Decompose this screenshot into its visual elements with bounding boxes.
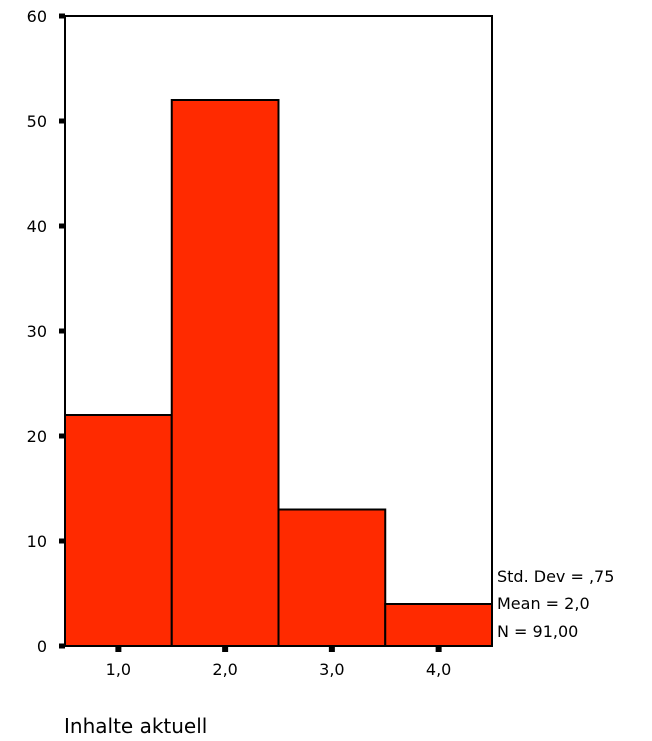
x-tick-label: 3,0 <box>319 660 344 679</box>
y-tick-label: 0 <box>37 637 47 656</box>
x-tick-mark <box>328 646 335 652</box>
bars-group <box>64 99 493 647</box>
histogram-bar-3 <box>277 508 387 647</box>
x-axis-label: Inhalte aktuell <box>64 714 207 738</box>
y-axis: 0 10 20 30 40 50 60 <box>27 7 65 656</box>
x-axis: 1,0 2,0 3,0 4,0 <box>106 646 451 679</box>
histogram-bar-1 <box>64 414 173 647</box>
y-tick-label: 40 <box>27 217 47 236</box>
y-tick-mark <box>59 223 65 229</box>
x-tick-mark <box>115 646 122 652</box>
y-tick-mark <box>59 433 65 439</box>
x-tick-label: 4,0 <box>426 660 451 679</box>
y-tick-mark <box>59 538 65 544</box>
x-tick-label: 1,0 <box>106 660 131 679</box>
y-tick-label: 10 <box>27 532 47 551</box>
y-tick-mark <box>59 118 65 124</box>
histogram-bar-4 <box>384 603 493 647</box>
y-tick-mark <box>59 328 65 334</box>
x-tick-mark <box>222 646 229 652</box>
y-tick-label: 20 <box>27 427 47 446</box>
stats-std-dev: Std. Dev = ,75 <box>497 567 614 586</box>
y-tick-label: 30 <box>27 322 47 341</box>
y-tick-mark <box>59 643 65 649</box>
x-tick-label: 2,0 <box>212 660 237 679</box>
y-tick-mark <box>59 13 65 19</box>
x-tick-mark <box>435 646 442 652</box>
y-tick-label: 50 <box>27 112 47 131</box>
stats-mean: Mean = 2,0 <box>497 594 590 613</box>
y-tick-label: 60 <box>27 7 47 26</box>
histogram-bar-2 <box>170 99 280 647</box>
stats-n: N = 91,00 <box>497 622 578 641</box>
